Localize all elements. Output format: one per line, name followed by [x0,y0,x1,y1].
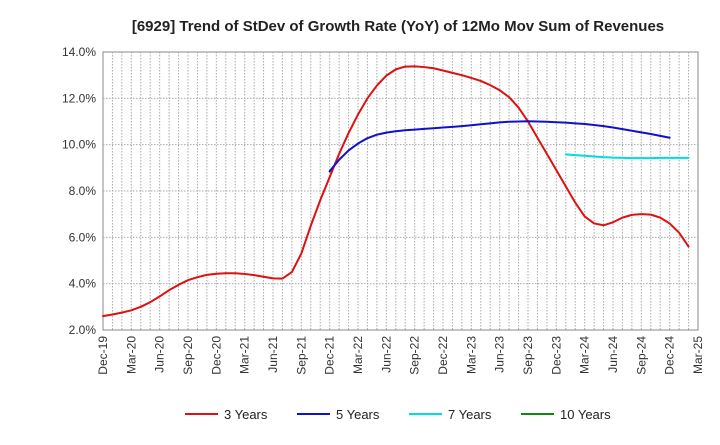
x-tick: Sep-21 [294,336,308,375]
x-tick-label: Dec-24 [663,336,677,375]
x-tick: Mar-21 [238,336,252,374]
plot-area [102,51,699,331]
x-tick-label: Dec-20 [209,336,223,375]
y-tick-label: 12.0% [62,91,96,105]
legend-label: 5 Years [336,407,380,422]
x-tick: Mar-20 [124,336,138,374]
x-tick-label: Jun-21 [266,336,280,373]
x-tick-label: Sep-20 [181,336,195,375]
x-tick-label: Jun-22 [379,336,393,373]
x-tick: Mar-25 [691,336,705,374]
legend-item: 5 Years [297,407,380,422]
x-tick: Jun-20 [153,336,167,373]
x-tick-label: Dec-23 [549,336,563,375]
x-tick-label: Dec-19 [96,336,110,375]
legend-label: 3 Years [224,407,268,422]
x-tick: Sep-22 [408,336,422,375]
x-tick-label: Jun-23 [493,336,507,373]
x-tick-label: Sep-21 [294,336,308,375]
x-tick: Dec-20 [209,336,223,375]
y-tick-label: 8.0% [69,184,97,198]
x-tick-label: Mar-24 [578,336,592,374]
x-tick: Jun-21 [266,336,280,373]
legend-item: 3 Years [185,407,268,422]
x-tick-label: Mar-23 [464,336,478,374]
series-line-7-years [564,153,690,160]
x-tick-label: Sep-22 [408,336,422,375]
x-tick: Dec-24 [663,336,677,375]
x-tick-label: Dec-21 [323,336,337,375]
y-tick-label: 14.0% [62,45,96,59]
x-tick: Jun-23 [493,336,507,373]
x-tick-label: Dec-22 [436,336,450,375]
legend-label: 7 Years [448,407,492,422]
x-tick: Dec-21 [323,336,337,375]
x-tick-label: Mar-25 [691,336,705,374]
x-tick-label: Jun-20 [153,336,167,373]
x-tick: Mar-22 [351,336,365,374]
y-axis: 2.0% 4.0% 6.0% 8.0% 10.0% 12.0% 14.0% [62,45,96,337]
x-tick-label: Sep-24 [634,336,648,375]
x-tick: Mar-23 [464,336,478,374]
x-tick-label: Mar-20 [124,336,138,374]
series-layer [102,65,690,318]
x-tick: Sep-24 [634,336,648,375]
x-tick: Jun-24 [606,336,620,373]
series-line-3-years [102,65,690,318]
x-tick-label: Mar-21 [238,336,252,374]
x-tick-label: Jun-24 [606,336,620,373]
y-tick-label: 2.0% [69,323,97,337]
legend: 3 Years 5 Years 7 Years 10 Years [185,407,611,422]
x-tick-label: Mar-22 [351,336,365,374]
x-tick-label: Sep-23 [521,336,535,375]
y-tick-label: 10.0% [62,138,96,152]
x-tick: Dec-22 [436,336,450,375]
legend-item: 7 Years [409,407,492,422]
series-line-5-years [328,120,671,173]
x-tick: Mar-24 [578,336,592,374]
x-axis: Dec-19 Mar-20 Jun-20 Sep-20 Dec-20 Mar-21 Jun-… [96,336,705,375]
chart-title: [6929] Trend of StDev of Growth Rate (Yo… [132,18,664,35]
x-tick: Dec-19 [96,336,110,375]
y-tick-label: 6.0% [69,230,97,244]
x-tick: Jun-22 [379,336,393,373]
y-gridlines [103,97,698,285]
legend-item: 10 Years [521,407,611,422]
legend-label: 10 Years [560,407,611,422]
y-tick-label: 4.0% [69,277,97,291]
x-tick: Dec-23 [549,336,563,375]
x-tick: Sep-20 [181,336,195,375]
x-tick: Sep-23 [521,336,535,375]
